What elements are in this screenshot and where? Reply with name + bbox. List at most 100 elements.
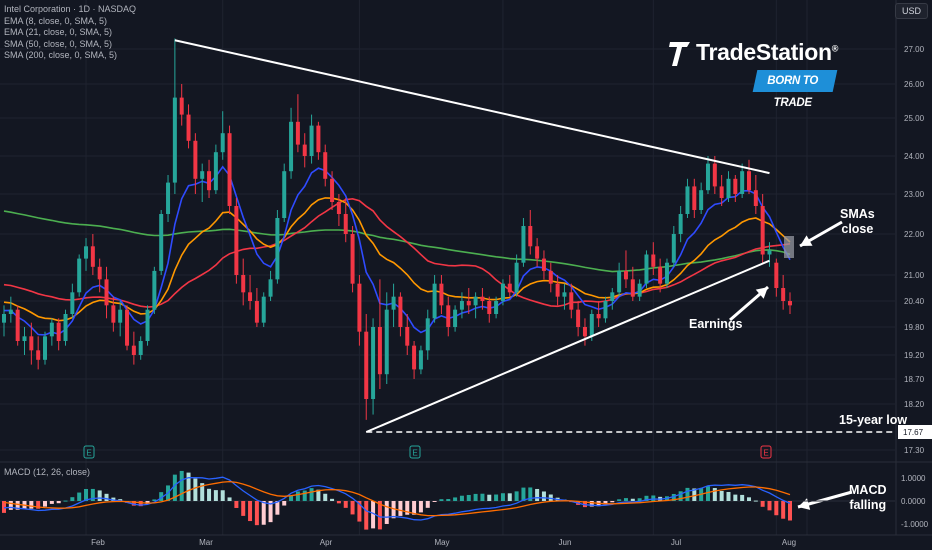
macd-histogram-bar [2, 501, 6, 513]
candle-body [651, 254, 656, 267]
macd-histogram-bar [753, 500, 758, 502]
candle-body [726, 178, 731, 198]
macd-histogram-bar [405, 501, 410, 515]
candle [193, 133, 198, 194]
candle [111, 296, 116, 332]
candle-body [138, 341, 143, 355]
candle [200, 163, 205, 202]
candle [391, 283, 396, 327]
macd-histogram-bar [97, 490, 102, 501]
candle [118, 301, 123, 337]
candle [36, 336, 41, 370]
candle-body [767, 250, 772, 255]
currency-button[interactable]: USD [894, 3, 928, 19]
annotation-earnings: Earnings [689, 317, 743, 331]
candle [97, 258, 102, 293]
candle [152, 266, 157, 314]
legend-ema8: EMA (8, close, 0, SMA, 5) [4, 15, 108, 26]
logo-name: TradeStation® [696, 39, 839, 65]
macd-histogram-bar [384, 501, 389, 524]
candle-body [576, 309, 581, 327]
macd-histogram-bar [193, 478, 198, 501]
time-tick-label: May [434, 538, 449, 547]
candle-body [118, 309, 123, 323]
macd-histogram-bar [213, 490, 218, 501]
candle-body [371, 327, 376, 399]
candle [84, 238, 89, 271]
price-tick-label: 22.00 [904, 230, 925, 239]
candle-body [29, 336, 34, 351]
earnings-marker-label: E [86, 449, 91, 458]
candle-body [36, 350, 41, 360]
macd-histogram-bar [49, 501, 54, 504]
macd-histogram-bar [302, 490, 307, 501]
candle-body [507, 283, 512, 293]
macd-histogram-bar [398, 501, 403, 516]
candle [63, 309, 68, 346]
macd-histogram-bar [104, 493, 109, 501]
candle-body [220, 133, 225, 153]
arrow-macd-head [798, 498, 811, 510]
candle-body [166, 182, 171, 214]
candle-body [227, 133, 232, 206]
candle [302, 133, 307, 168]
time-tick-label: Aug [782, 538, 796, 547]
macd-histogram-bar [323, 493, 328, 501]
macd-histogram-bar [43, 501, 48, 507]
candle [630, 266, 635, 301]
candle [487, 296, 492, 323]
legend-sma200: SMA (200, close, 0, SMA, 5) [4, 50, 118, 60]
annotation-smas-close: SMAs close [840, 207, 875, 236]
candle [2, 305, 6, 337]
candle-body [49, 322, 54, 337]
macd-histogram-bar [781, 501, 786, 519]
earnings-marker-label: E [412, 449, 417, 458]
candle-body [671, 234, 676, 263]
candle-body [316, 125, 321, 153]
candle-body [282, 171, 287, 218]
candle-body [405, 327, 410, 346]
candle-body [207, 171, 212, 191]
candle-body [699, 190, 704, 210]
candle [125, 305, 130, 351]
macd-histogram-bar [425, 501, 430, 508]
macd-histogram-bar [535, 488, 540, 501]
candle [781, 275, 786, 310]
candle-body [193, 140, 198, 179]
macd-legend: MACD (12, 26, close) [4, 467, 91, 477]
macd-histogram-bar [15, 501, 20, 510]
candle-body [562, 292, 567, 297]
macd-histogram-bar [70, 497, 75, 501]
macd-histogram-bar [357, 501, 362, 522]
candle-body [234, 206, 239, 275]
macd-histogram-bar [111, 497, 116, 501]
macd-histogram-bar [726, 491, 731, 501]
candle [234, 198, 239, 284]
time-tick-label: Apr [320, 538, 333, 547]
candle [43, 331, 48, 365]
candle [507, 275, 512, 297]
macd-histogram-bar [371, 501, 376, 529]
macd-histogram-bar [275, 501, 280, 515]
candle [753, 175, 758, 214]
candle-body [753, 190, 758, 206]
candle [535, 238, 540, 267]
candle-body [364, 331, 369, 399]
candle-body [179, 97, 184, 115]
macd-histogram-bar [630, 498, 635, 501]
macd-histogram-bar [733, 494, 738, 501]
candle-body [548, 270, 553, 284]
candle [104, 266, 109, 319]
macd-histogram-bar [377, 501, 382, 530]
macd-histogram-bar [179, 470, 184, 501]
candle [29, 322, 34, 365]
candle-body [418, 350, 423, 370]
candle [8, 296, 13, 323]
candle-body [268, 279, 273, 297]
annotation-macd-falling: MACD falling [849, 483, 887, 512]
candle-body [43, 336, 48, 360]
candle-body [275, 218, 280, 280]
candle-body [788, 301, 792, 306]
macd-histogram-bar [446, 499, 451, 501]
macd-tick-label: 1.0000 [901, 474, 926, 483]
